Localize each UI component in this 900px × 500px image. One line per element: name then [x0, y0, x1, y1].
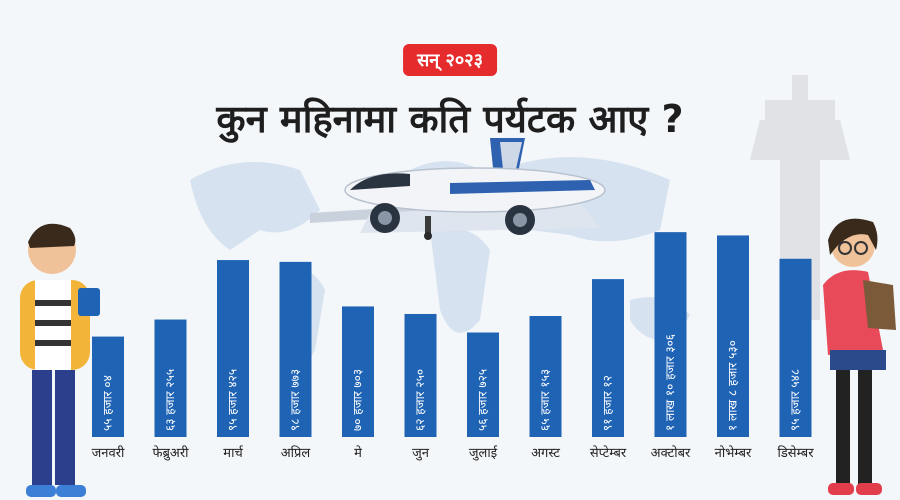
male-traveler-illustration	[20, 223, 100, 497]
bar-2	[154, 319, 187, 437]
value-labels-layer: ५५ हजार ०४ ६३ हजार २५५ ९५ हजार ४२५ ९८ हजार …	[101, 334, 803, 431]
month-label-8: अगस्ट	[531, 446, 560, 461]
value-label-4: ९८ हजार ७७३	[288, 369, 302, 431]
month-label-2: फेब्रुअरी	[152, 445, 189, 461]
bar-12	[779, 258, 812, 437]
bar-9	[592, 279, 624, 437]
value-label-6: ६२ हजार २५०	[413, 369, 427, 431]
month-labels-layer: जनवरी फेब्रुअरी मार्च अप्रिल मे जुन जुलाई अगस्ट…	[92, 445, 815, 461]
month-label-9: सेप्टेम्बर	[590, 445, 627, 461]
value-label-7: ५६ हजार ७२५	[476, 369, 490, 431]
month-label-11: नोभेम्बर	[715, 445, 752, 461]
value-label-11: १ लाख ८ हजार ५३०	[726, 340, 740, 431]
month-label-1: जनवरी	[92, 445, 125, 461]
month-label-6: जुन	[412, 446, 430, 461]
year-badge: सन् २०२३	[403, 44, 497, 76]
airplane-illustration	[310, 138, 606, 240]
bars-layer	[92, 232, 812, 437]
value-label-12: ९५ हजार ५४८	[788, 369, 802, 431]
month-label-12: डिसेम्बर	[777, 445, 814, 461]
value-label-1: ५५ हजार ०४	[101, 375, 115, 431]
bar-5	[342, 306, 374, 437]
month-label-7: जुलाई	[469, 445, 498, 461]
month-label-5: मे	[354, 445, 362, 461]
bar-3	[217, 260, 249, 437]
month-label-4: अप्रिल	[281, 445, 311, 461]
bar-4	[279, 261, 312, 437]
bar-6	[404, 313, 437, 437]
value-label-9: ९१ हजार १२	[601, 375, 615, 431]
bar-7	[467, 332, 499, 437]
bar-10	[654, 232, 687, 437]
value-label-5: ७० हजार ७०३	[351, 369, 365, 431]
bar-8	[529, 316, 562, 437]
value-label-8: ६५ हजार १५३	[538, 369, 552, 431]
value-label-10: १ लाख १० हजार ३०६	[663, 334, 677, 431]
bar-1	[92, 336, 124, 437]
value-label-3: ९५ हजार ४२५	[226, 369, 240, 431]
page-title: कुन महिनामा कति पर्यटक आए ?	[216, 97, 684, 141]
bar-11	[717, 235, 749, 437]
month-label-3: मार्च	[223, 445, 243, 461]
value-label-2: ६३ हजार २५५	[163, 369, 177, 431]
month-label-10: अक्टोबर	[651, 445, 691, 461]
female-traveler-illustration	[823, 218, 896, 495]
